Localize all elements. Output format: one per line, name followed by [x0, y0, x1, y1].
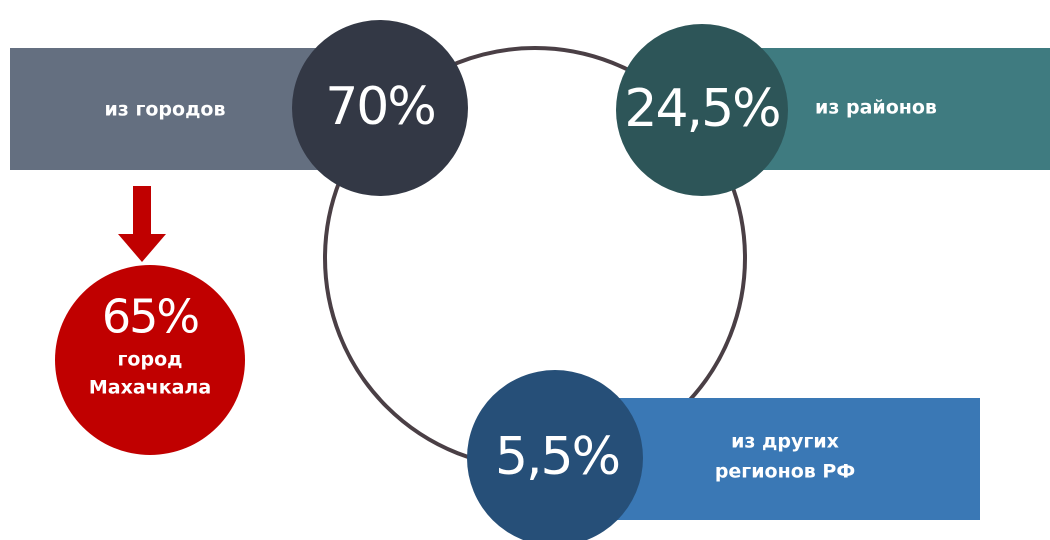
regions-value: 5,5%: [495, 427, 619, 487]
regions-label: регионов РФ: [715, 461, 855, 483]
city-circle: [55, 265, 245, 455]
districts-value: 24,5%: [624, 79, 779, 139]
city-value: 65%: [102, 290, 199, 344]
districts-label: из районов: [815, 97, 937, 119]
cities-label: из городов: [104, 99, 225, 121]
city-label: город: [118, 349, 183, 371]
arrow: [118, 186, 166, 262]
cities-value: 70%: [325, 77, 435, 137]
regions-bar: [600, 398, 980, 520]
cities-bar: [10, 48, 340, 170]
districts-circle: [616, 24, 788, 196]
city-label: Махачкала: [89, 377, 211, 399]
regions-circle: [467, 370, 643, 540]
regions-label: из других: [731, 431, 839, 453]
districts-bar: [740, 48, 1050, 170]
cities-circle: [292, 20, 468, 196]
